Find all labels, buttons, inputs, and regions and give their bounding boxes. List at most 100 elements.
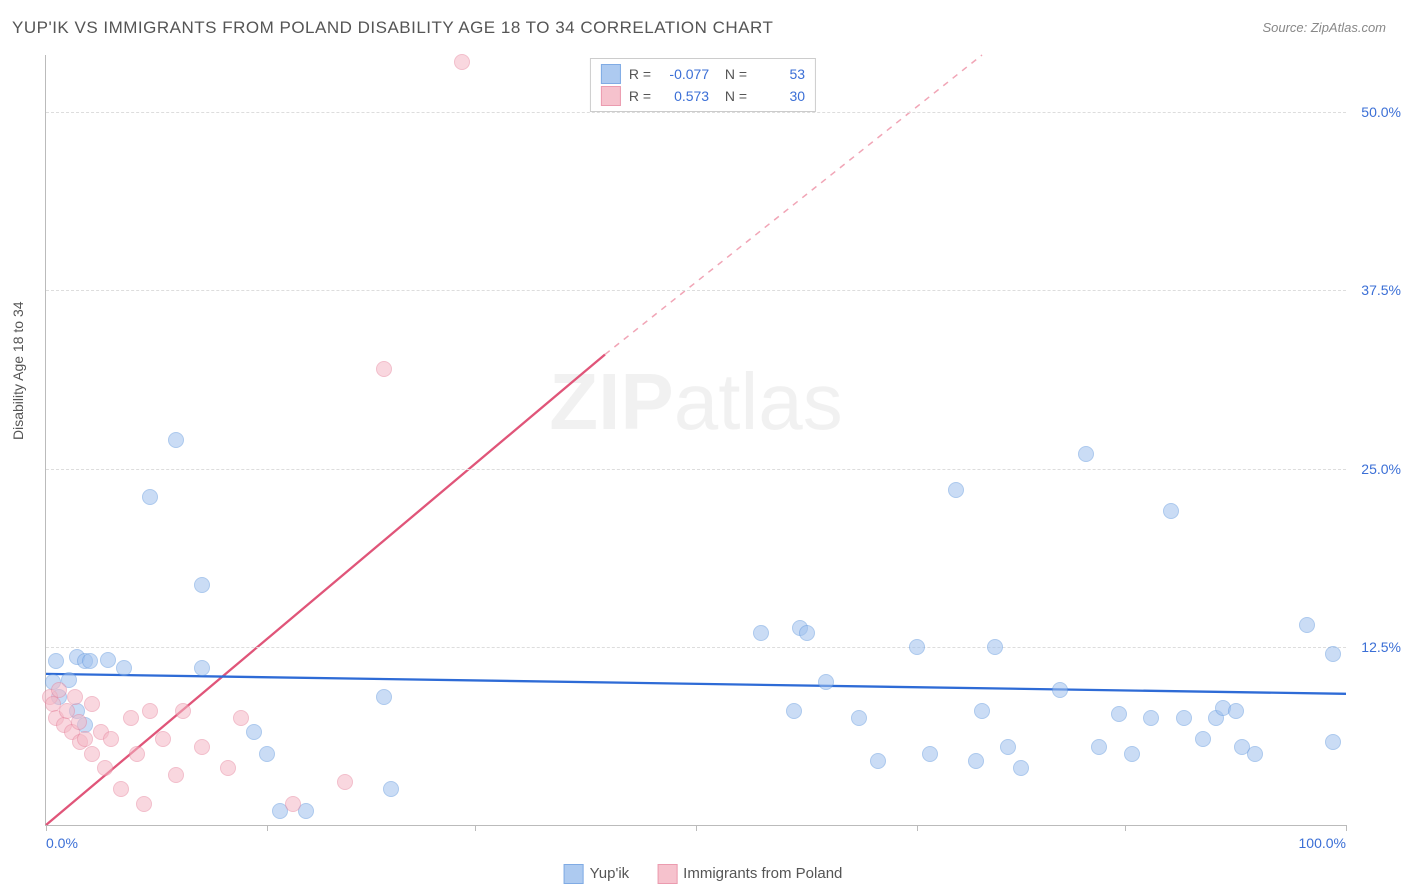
stats-row-yupik: R = -0.077 N = 53: [601, 63, 805, 85]
x-tick: [1346, 825, 1347, 831]
data-point: [220, 760, 236, 776]
data-point: [194, 660, 210, 676]
data-point: [1052, 682, 1068, 698]
data-point: [948, 482, 964, 498]
stats-row-poland: R = 0.573 N = 30: [601, 85, 805, 107]
x-tick: [1125, 825, 1126, 831]
data-point: [1228, 703, 1244, 719]
data-point: [71, 714, 87, 730]
watermark: ZIPatlas: [549, 356, 842, 448]
data-point: [909, 639, 925, 655]
data-point: [175, 703, 191, 719]
data-point: [1013, 760, 1029, 776]
r-value: -0.077: [659, 66, 709, 82]
data-point: [1195, 731, 1211, 747]
data-point: [1111, 706, 1127, 722]
legend-item-poland: Immigrants from Poland: [657, 864, 842, 884]
data-point: [337, 774, 353, 790]
r-label: R =: [629, 66, 651, 82]
data-point: [259, 746, 275, 762]
data-point: [1091, 739, 1107, 755]
data-point: [987, 639, 1003, 655]
data-point: [1176, 710, 1192, 726]
source-label: Source: ZipAtlas.com: [1262, 20, 1386, 35]
trend-line: [46, 674, 1346, 694]
chart-title: YUP'IK VS IMMIGRANTS FROM POLAND DISABIL…: [12, 18, 773, 38]
correlation-chart: YUP'IK VS IMMIGRANTS FROM POLAND DISABIL…: [0, 0, 1406, 892]
stats-legend: R = -0.077 N = 53 R = 0.573 N = 30: [590, 58, 816, 112]
x-tick-label: 0.0%: [46, 835, 78, 851]
r-value: 0.573: [659, 88, 709, 104]
y-axis-label: Disability Age 18 to 34: [10, 301, 26, 440]
series-legend: Yup'ik Immigrants from Poland: [564, 864, 843, 884]
y-tick-label: 50.0%: [1351, 104, 1401, 120]
data-point: [285, 796, 301, 812]
data-point: [113, 781, 129, 797]
data-point: [1325, 734, 1341, 750]
data-point: [100, 652, 116, 668]
data-point: [383, 781, 399, 797]
data-point: [194, 577, 210, 593]
data-point: [116, 660, 132, 676]
x-tick-label: 100.0%: [1299, 835, 1346, 851]
x-tick: [696, 825, 697, 831]
data-point: [246, 724, 262, 740]
y-tick-label: 37.5%: [1351, 282, 1401, 298]
data-point: [168, 767, 184, 783]
data-point: [974, 703, 990, 719]
gridline: [46, 469, 1346, 470]
data-point: [818, 674, 834, 690]
data-point: [129, 746, 145, 762]
swatch-poland: [657, 864, 677, 884]
data-point: [142, 489, 158, 505]
legend-item-yupik: Yup'ik: [564, 864, 630, 884]
data-point: [1143, 710, 1159, 726]
plot-area: ZIPatlas 12.5%25.0%37.5%50.0%0.0%100.0%: [45, 55, 1346, 826]
data-point: [968, 753, 984, 769]
data-point: [1000, 739, 1016, 755]
data-point: [454, 54, 470, 70]
x-tick: [917, 825, 918, 831]
y-tick-label: 25.0%: [1351, 461, 1401, 477]
data-point: [922, 746, 938, 762]
data-point: [233, 710, 249, 726]
n-label: N =: [717, 88, 747, 104]
data-point: [123, 710, 139, 726]
gridline: [46, 647, 1346, 648]
n-label: N =: [717, 66, 747, 82]
swatch-poland: [601, 86, 621, 106]
data-point: [84, 746, 100, 762]
data-point: [155, 731, 171, 747]
n-value: 30: [755, 88, 805, 104]
data-point: [67, 689, 83, 705]
data-point: [142, 703, 158, 719]
data-point: [1163, 503, 1179, 519]
gridline: [46, 112, 1346, 113]
data-point: [753, 625, 769, 641]
data-point: [786, 703, 802, 719]
data-point: [51, 682, 67, 698]
data-point: [48, 653, 64, 669]
data-point: [103, 731, 119, 747]
data-point: [84, 696, 100, 712]
gridline: [46, 290, 1346, 291]
y-tick-label: 12.5%: [1351, 639, 1401, 655]
x-tick: [46, 825, 47, 831]
data-point: [799, 625, 815, 641]
data-point: [1247, 746, 1263, 762]
data-point: [376, 689, 392, 705]
data-point: [376, 361, 392, 377]
data-point: [1078, 446, 1094, 462]
data-point: [1299, 617, 1315, 633]
data-point: [82, 653, 98, 669]
x-tick: [475, 825, 476, 831]
data-point: [136, 796, 152, 812]
data-point: [194, 739, 210, 755]
r-label: R =: [629, 88, 651, 104]
x-tick: [267, 825, 268, 831]
data-point: [870, 753, 886, 769]
swatch-yupik: [564, 864, 584, 884]
data-point: [97, 760, 113, 776]
data-point: [168, 432, 184, 448]
data-point: [851, 710, 867, 726]
